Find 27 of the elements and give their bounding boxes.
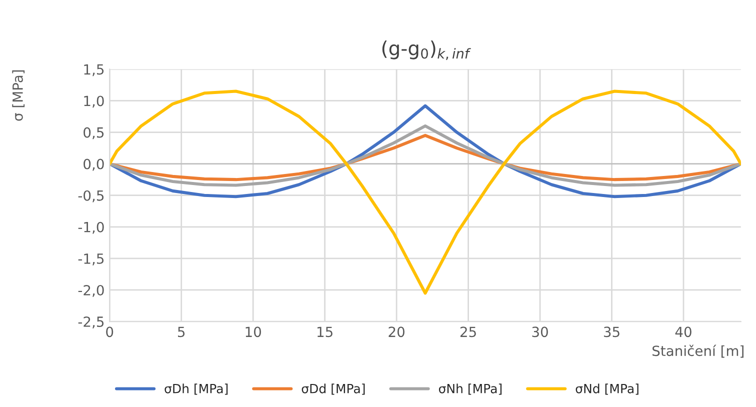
y-tick-label: 1,5 — [84, 64, 104, 76]
x-tick-label: 5 — [178, 326, 185, 338]
y-tick-label: -1,5 — [78, 254, 104, 266]
legend-label: σNd [MPa] — [576, 384, 638, 395]
x-axis-title: Staničení [m] — [652, 344, 744, 358]
x-tick-label: 15 — [318, 326, 332, 338]
y-axis-title: σ [MPa] — [12, 70, 25, 121]
y-tick-label: 1,0 — [84, 96, 104, 108]
y-tick-label: -0,5 — [78, 190, 104, 202]
y-tick-label: -2,0 — [78, 284, 104, 297]
y-tick-label: -1,0 — [78, 222, 104, 234]
legend-label: σDd [MPa] — [302, 384, 365, 395]
x-tick-label: 0 — [106, 326, 114, 338]
legend-label: σDh [MPa] — [164, 384, 228, 395]
chart-title: (g-g$_{0}$)$_{k,inf}$ — [382, 40, 471, 60]
x-tick-label: 30 — [532, 326, 548, 338]
y-tick-label: 0,5 — [84, 127, 104, 140]
y-tick-label: -2,5 — [78, 316, 104, 328]
line-series — [110, 124, 741, 187]
x-tick-label: 35 — [604, 326, 620, 338]
x-tick-label: 40 — [675, 326, 692, 338]
x-tick-label: 25 — [460, 326, 476, 338]
x-tick-label: 10 — [246, 326, 261, 338]
x-tick-label: 20 — [388, 326, 404, 338]
y-tick-label: 0,0 — [84, 158, 104, 171]
legend-label: σNh [MPa] — [438, 384, 502, 395]
line-series — [110, 90, 741, 295]
